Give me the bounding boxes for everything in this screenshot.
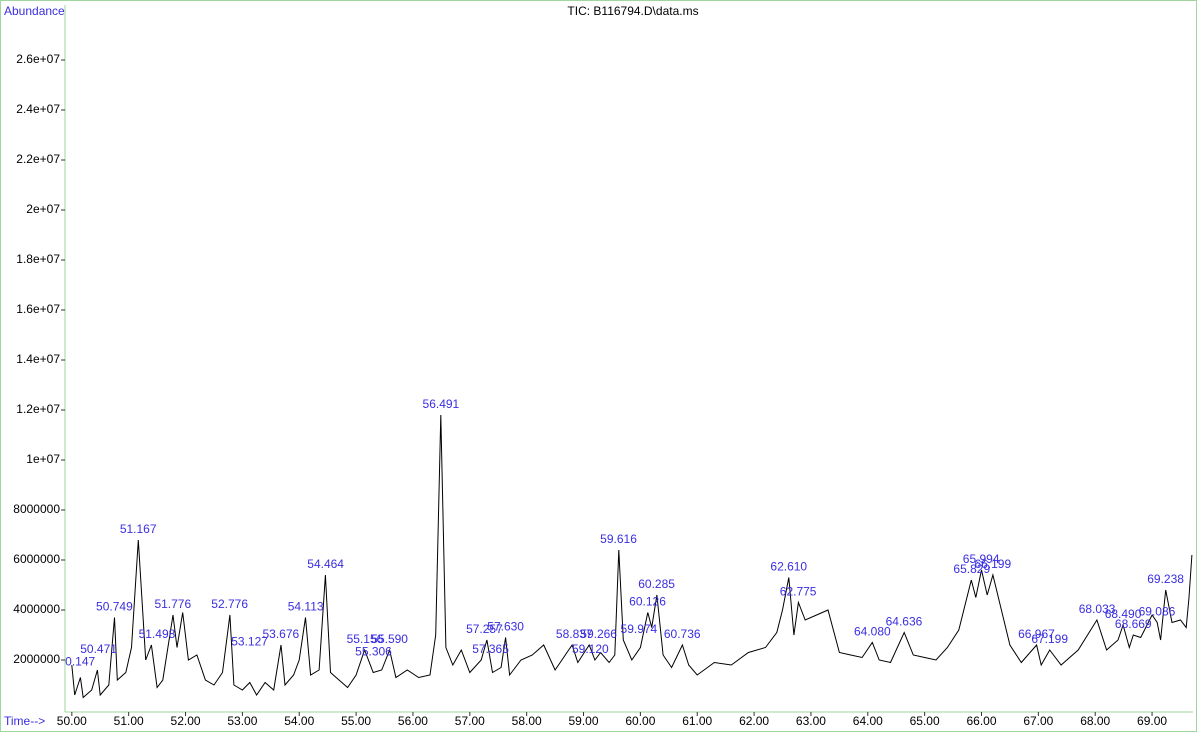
peak-label: 52.776 [211,597,248,611]
x-tick-label: 52.00 [171,714,201,728]
y-axis-label: Abundance [4,4,65,18]
y-tick-label: 1.6e+07 [16,302,60,316]
peak-label: 0.147 [65,655,95,669]
peak-label: 50.749 [96,600,133,614]
x-tick-label: 66.00 [966,714,996,728]
x-tick-label: 57.00 [455,714,485,728]
peak-label: 53.127 [231,635,268,649]
peak-label: 65.994 [963,552,1000,566]
x-tick-label: 69.00 [1137,714,1167,728]
x-tick-label: 63.00 [796,714,826,728]
y-tick-label: 1.4e+07 [16,352,60,366]
peak-label: 57.257 [466,622,503,636]
peak-label: 56.491 [423,397,460,411]
x-tick-label: 65.00 [910,714,940,728]
peak-label: 66.199 [974,557,1011,571]
peak-label: 59.120 [572,642,609,656]
peak-label: 69.238 [1147,572,1184,586]
peak-label: 57.630 [487,620,524,634]
y-tick-label: 2e+07 [26,202,60,216]
peak-label: 54.464 [307,557,344,571]
peak-label: 60.736 [664,627,701,641]
y-tick-label: 2.4e+07 [16,102,60,116]
peak-label: 57.365 [472,642,509,656]
y-tick-label: 8000000 [13,502,60,516]
x-tick-label: 55.00 [341,714,371,728]
x-tick-label: 51.00 [114,714,144,728]
peak-label: 68.033 [1079,602,1116,616]
x-tick-label: 59.00 [569,714,599,728]
peak-label: 64.636 [886,615,923,629]
y-tick-label: 1e+07 [26,452,60,466]
peak-label: 59.974 [621,622,658,636]
x-tick-label: 68.00 [1080,714,1110,728]
peak-label: 55.156 [347,632,384,646]
x-tick-label: 67.00 [1023,714,1053,728]
peak-label: 58.837 [556,627,593,641]
peak-label: 51.498 [139,627,176,641]
y-tick-label: 4000000 [13,602,60,616]
peak-label: 67.199 [1031,632,1068,646]
x-tick-label: 53.00 [227,714,257,728]
x-tick-label: 60.00 [625,714,655,728]
y-tick-label: 2.2e+07 [16,152,60,166]
y-tick-label: 6000000 [13,552,60,566]
chart-title: TIC: B116794.D\data.ms [567,4,698,18]
y-tick-label: 2000000 [13,652,60,666]
tic-trace [71,414,1193,699]
peak-label: 62.775 [780,585,817,599]
peak-label: 68.669 [1115,617,1152,631]
peak-label: 69.086 [1139,605,1176,619]
x-tick-label: 64.00 [853,714,883,728]
peak-label: 60.126 [629,595,666,609]
peak-label: 59.616 [600,532,637,546]
peak-label: 51.776 [154,597,191,611]
peak-label: 65.829 [953,562,990,576]
peak-label: 68.490 [1105,607,1142,621]
x-tick-label: 61.00 [682,714,712,728]
y-tick-label: 1.2e+07 [16,402,60,416]
x-axis-label: Time--> [4,714,45,728]
peak-label: 66.967 [1018,627,1055,641]
y-tick-label: 2.6e+07 [16,52,60,66]
peak-label: 50.471 [80,642,117,656]
y-tick-label: 1.8e+07 [16,252,60,266]
x-tick-label: 56.00 [398,714,428,728]
peak-label: 64.080 [854,625,891,639]
peak-label: 55.306 [355,645,392,659]
peak-label: 62.610 [770,560,807,574]
peak-label: 54.113 [288,600,324,614]
x-tick-label: 62.00 [739,714,769,728]
peak-label: 60.285 [638,577,675,591]
peak-label: 51.167 [120,522,157,536]
x-tick-label: 54.00 [284,714,314,728]
peak-label: 53.676 [262,627,299,641]
x-tick-label: 58.00 [512,714,542,728]
peak-label: 59.266 [580,627,617,641]
x-tick-label: 50.00 [57,714,87,728]
peak-label: 55.590 [371,632,408,646]
